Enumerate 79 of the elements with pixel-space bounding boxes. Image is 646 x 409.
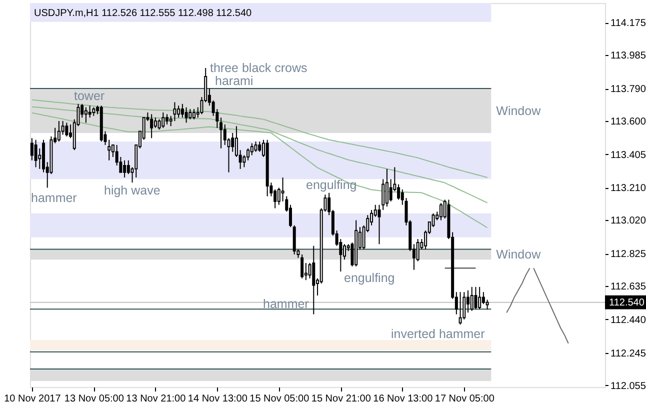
x-tick-label: 16 Nov 13:00 xyxy=(373,394,434,404)
candlestick xyxy=(154,117,157,128)
line-series xyxy=(31,99,488,178)
candlestick xyxy=(126,160,130,175)
candlestick xyxy=(30,138,34,161)
candlestick xyxy=(385,168,388,208)
ref-line-label: 112.540 xyxy=(609,297,645,308)
candlestick xyxy=(246,148,250,161)
candlestick xyxy=(123,160,126,178)
y-tick-label: 112.635 xyxy=(610,282,646,293)
candlestick xyxy=(188,108,192,120)
candlestick xyxy=(343,244,346,260)
x-tick-label: 15 Nov 21:00 xyxy=(311,394,372,404)
candlestick xyxy=(177,105,180,118)
annotation: high wave xyxy=(104,184,160,198)
candlestick xyxy=(184,106,188,124)
y-tick-label: 112.055 xyxy=(610,380,646,392)
candlestick xyxy=(258,141,262,152)
annotation: engulfing xyxy=(306,178,357,192)
band-label: Window xyxy=(496,247,542,262)
x-tick-label: 14 Nov 13:00 xyxy=(188,394,248,404)
candlestick xyxy=(254,141,258,152)
candlestick xyxy=(192,108,196,120)
candlestick xyxy=(378,204,381,245)
candlestick xyxy=(312,245,316,315)
y-tick-label: 113.600 xyxy=(610,116,646,128)
candlestick xyxy=(397,184,400,200)
candlestick xyxy=(474,286,478,310)
annotation: harami xyxy=(215,74,254,88)
annotation: inverted hammer xyxy=(391,327,485,341)
candlestick xyxy=(458,292,462,326)
candlestick xyxy=(180,103,184,118)
candlestick xyxy=(292,224,296,255)
annotation: three black crows xyxy=(210,61,308,75)
x-tick-label: 10 Nov 2017 xyxy=(4,394,62,404)
annotation: tower xyxy=(74,88,105,103)
y-tick-label: 113.405 xyxy=(610,150,646,161)
candlestick xyxy=(220,117,223,149)
annotation: hammer xyxy=(263,297,309,312)
y-tick-label: 113.985 xyxy=(610,50,646,62)
y-tick-label: 114.175 xyxy=(610,18,646,30)
y-tick-label: 112.245 xyxy=(610,348,646,360)
band-label: Window xyxy=(496,104,542,118)
candlestick xyxy=(250,142,254,156)
x-tick-label: 13 Nov 05:00 xyxy=(64,394,124,404)
y-tick-label: 112.440 xyxy=(610,314,646,326)
candlestick xyxy=(274,188,277,209)
candlestick xyxy=(482,292,485,305)
candlestick xyxy=(300,254,304,279)
candlestick xyxy=(88,105,92,118)
chart-title: USDJPY.m,H1 112.526 112.555 112.498 112.540 xyxy=(34,8,252,19)
candlestick xyxy=(231,132,234,152)
candlestick xyxy=(165,114,168,125)
candlestick xyxy=(57,120,60,142)
candlestick xyxy=(84,106,88,124)
candlestick xyxy=(277,187,280,206)
candlestick xyxy=(65,122,68,137)
y-tick-label: 113.790 xyxy=(610,84,646,96)
annotation: engulfing xyxy=(344,271,395,285)
annotation: hammer xyxy=(31,191,77,205)
x-tick-label: 13 Nov 21:00 xyxy=(126,394,186,404)
candlestick xyxy=(486,299,489,310)
y-tick-label: 112.825 xyxy=(610,249,646,260)
candlestick xyxy=(470,286,474,312)
candlestick xyxy=(439,202,442,221)
y-tick-label: 113.210 xyxy=(610,183,646,194)
x-tick-label: 17 Nov 05:00 xyxy=(434,394,495,404)
y-tick-label: 113.020 xyxy=(610,216,646,227)
candlestick xyxy=(173,102,176,122)
candlestick xyxy=(150,114,154,139)
candlestick xyxy=(478,286,482,310)
candlestick xyxy=(416,238,420,262)
candlestick xyxy=(162,112,165,128)
line-series xyxy=(533,268,569,344)
x-tick-label: 15 Nov 05:00 xyxy=(250,394,310,404)
candlestick xyxy=(400,188,404,206)
line-series xyxy=(506,268,530,314)
candlestick xyxy=(34,139,38,168)
candlestick xyxy=(382,178,385,210)
